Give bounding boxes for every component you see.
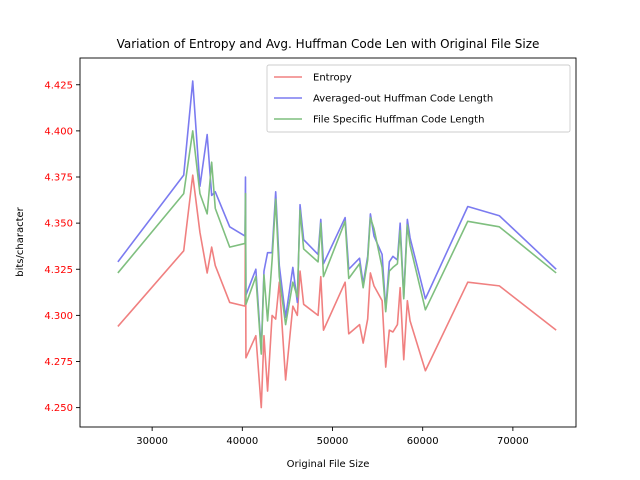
series-line-0 [117,174,557,409]
y-tick-label-7: 4.425 [44,80,73,91]
x-tick-label-1: 40000 [226,436,258,447]
legend-label-0: Entropy [313,73,352,84]
series-line-2 [117,130,557,355]
x-tick-label-0: 30000 [136,436,168,447]
legend-box [266,64,571,133]
legend-label-1: Averaged-out Huffman Code Length [313,94,493,105]
y-tick-label-4: 4.350 [44,219,73,230]
x-tick-label-4: 70000 [497,436,529,447]
y-tick-label-6: 4.400 [44,126,73,137]
plot-frame [79,57,577,428]
y-tick-label-5: 4.375 [44,173,73,184]
y-tick-label-2: 4.300 [44,311,73,322]
y-axis-label: bits/character [15,206,26,276]
legend-label-2: File Specific Huffman Code Length [313,115,484,126]
x-axis-label: Original File Size [287,459,370,470]
x-axis-ticks: 30000 40000 50000 60000 70000 [136,427,529,447]
x-tick-label-3: 60000 [407,436,439,447]
y-tick-label-0: 4.250 [44,403,73,414]
y-axis-ticks: 4.250 4.275 4.300 4.325 4.350 4.375 4.400 4.425 [44,80,80,414]
y-tick-label-1: 4.275 [44,357,73,368]
y-tick-label-3: 4.325 [44,265,73,276]
series-layer [117,80,557,409]
x-tick-label-2: 50000 [317,436,349,447]
chart-title: Variation of Entropy and Avg. Huffman Co… [117,37,540,51]
legend: Entropy Averaged-out Huffman Code Length F… [266,64,571,133]
